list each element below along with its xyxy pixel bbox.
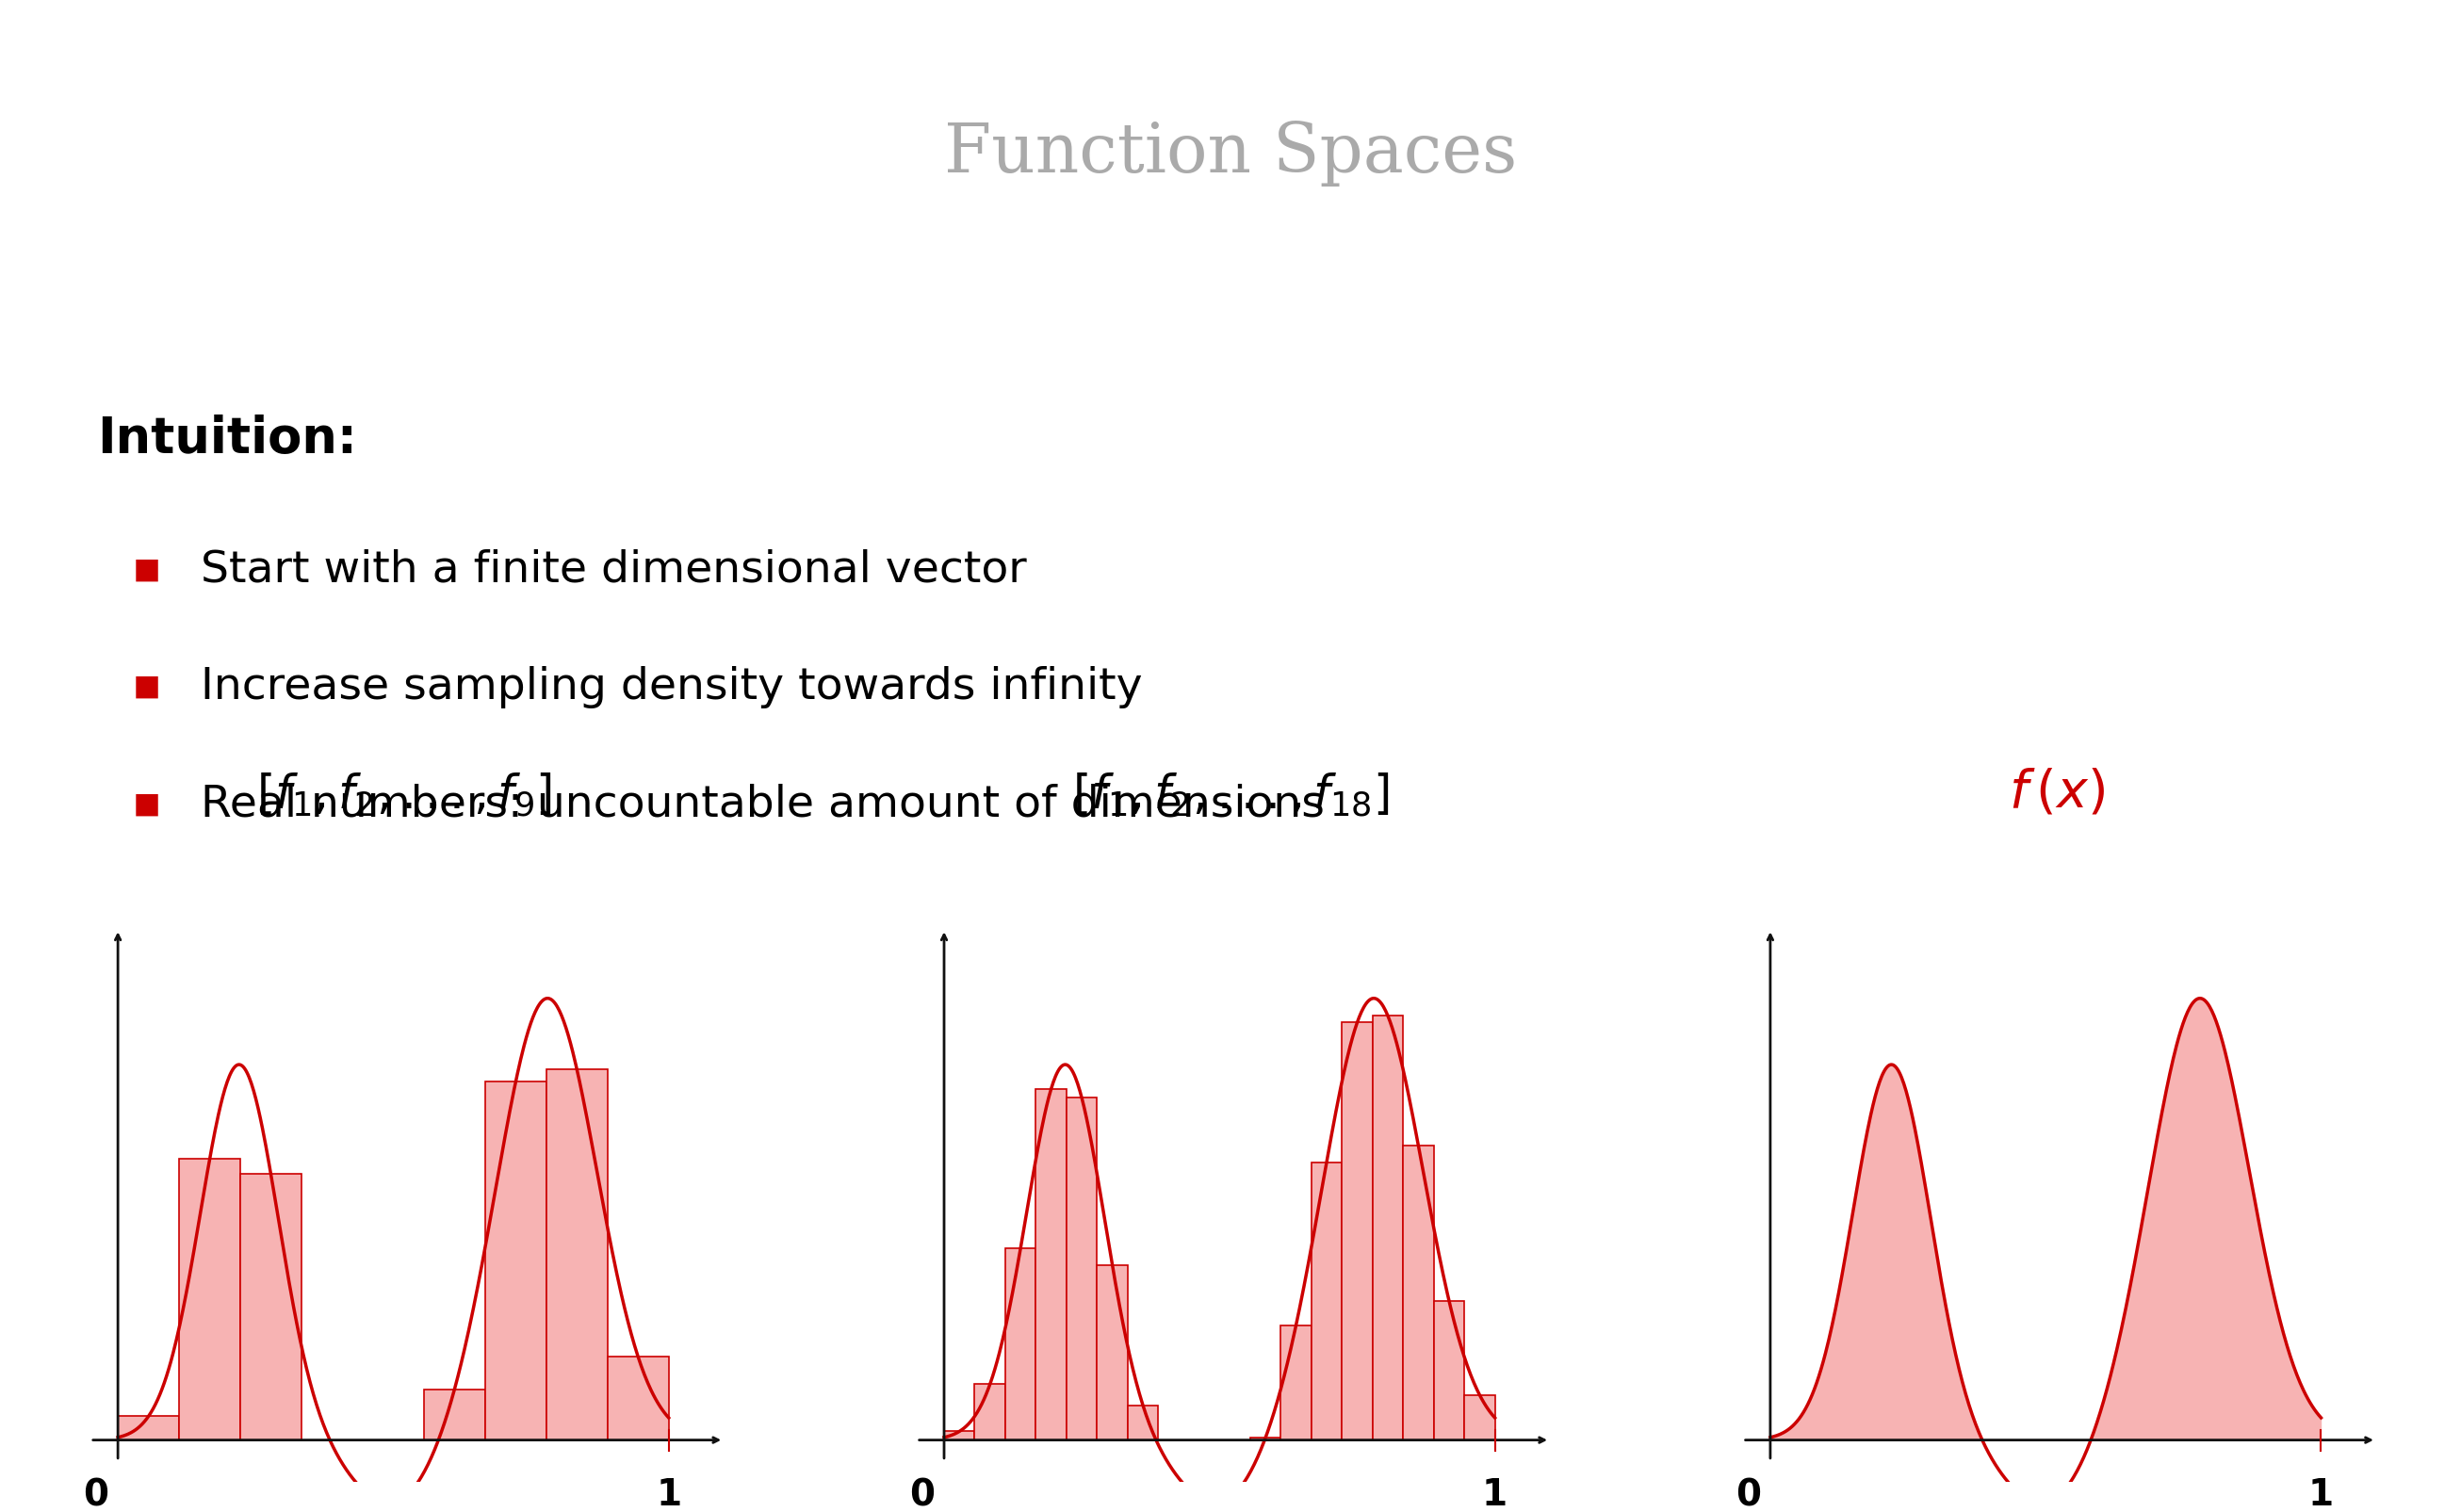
Bar <box>1341 1022 1373 1439</box>
Bar <box>180 1160 241 1439</box>
Text: Start with a finite dimensional vector: Start with a finite dimensional vector <box>202 549 1026 591</box>
Text: ▪: ▪ <box>133 665 162 708</box>
Bar <box>1280 1326 1312 1439</box>
Bar <box>423 1390 485 1439</box>
Bar <box>1004 1249 1036 1439</box>
Text: $[f_1, f_2, ..., f_{18}]$: $[f_1, f_2, ..., f_{18}]$ <box>1073 771 1388 818</box>
Bar <box>546 1069 608 1439</box>
Text: Real numbers: uncountable amount of dimensions: Real numbers: uncountable amount of dime… <box>202 783 1324 826</box>
Bar <box>975 1385 1004 1439</box>
Bar <box>1066 1098 1098 1439</box>
Bar <box>1403 1146 1435 1439</box>
Text: 1: 1 <box>2308 1477 2333 1512</box>
Text: 1: 1 <box>1482 1477 1509 1512</box>
Bar <box>1464 1396 1494 1439</box>
Text: 0: 0 <box>84 1477 108 1512</box>
Text: 0: 0 <box>1735 1477 1762 1512</box>
Text: $[f_1, f_2, ..., f_9]$: $[f_1, f_2, ..., f_9]$ <box>256 771 551 818</box>
Bar <box>1250 1438 1280 1439</box>
Bar <box>1036 1089 1066 1439</box>
Bar <box>485 1083 546 1439</box>
Text: ▪: ▪ <box>133 549 162 591</box>
Bar <box>1098 1266 1127 1439</box>
Bar <box>241 1175 303 1439</box>
Text: $\it{f}$$\,(x)$: $\it{f}$$\,(x)$ <box>2008 767 2104 818</box>
Text: Increase sampling density towards infinity: Increase sampling density towards infini… <box>202 665 1142 708</box>
Bar <box>608 1356 669 1439</box>
Text: ▪: ▪ <box>133 783 162 826</box>
Text: 0: 0 <box>908 1477 935 1512</box>
Bar <box>1435 1300 1464 1439</box>
Text: Intuition:: Intuition: <box>96 414 357 463</box>
Bar <box>1127 1406 1159 1439</box>
Text: Function Spaces: Function Spaces <box>945 119 1516 186</box>
Bar <box>1312 1163 1341 1439</box>
Bar <box>118 1417 180 1439</box>
Text: 1: 1 <box>657 1477 682 1512</box>
Bar <box>945 1432 975 1439</box>
Bar <box>1373 1016 1403 1439</box>
